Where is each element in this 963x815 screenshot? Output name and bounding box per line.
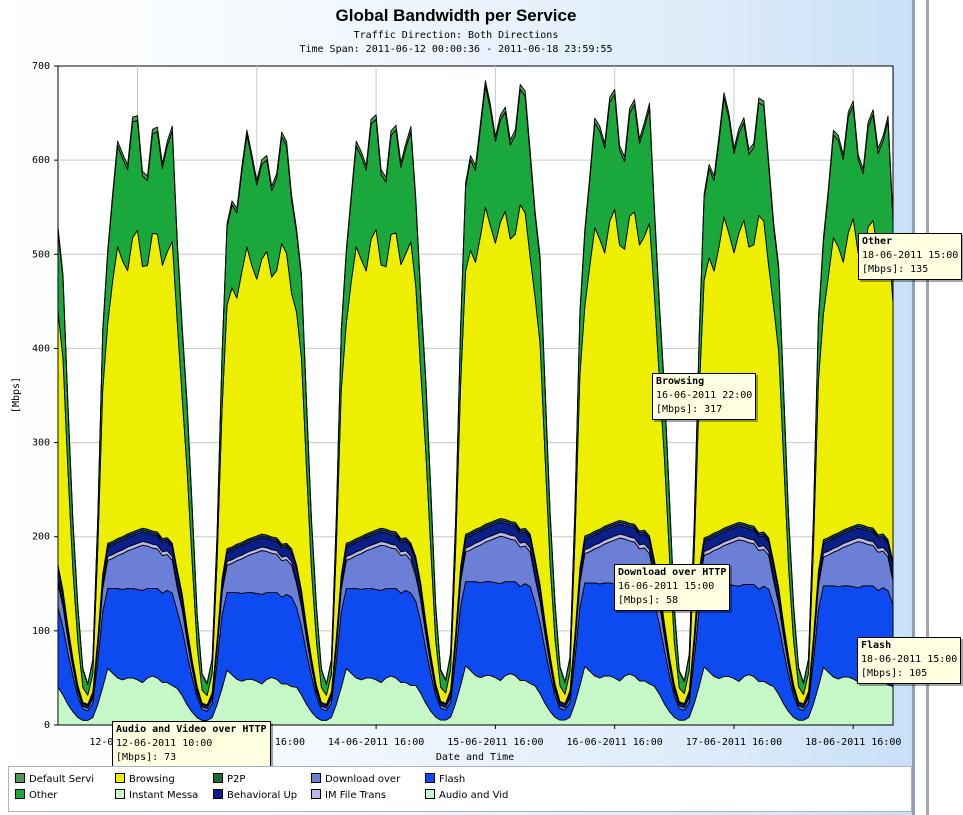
- legend-label: IM File Trans: [325, 790, 387, 801]
- legend-item: Browsing: [115, 773, 209, 787]
- legend-swatch: [311, 789, 321, 799]
- legend-item: Default Servi: [15, 773, 111, 787]
- y-tick-label: 0: [44, 720, 50, 731]
- tooltip-date: 18-06-2011 15:00: [861, 654, 958, 665]
- tooltip-date: 18-06-2011 15:00: [862, 250, 959, 261]
- legend-label: Other: [29, 790, 58, 801]
- x-tick-label: 15-06-2011 16:00: [447, 737, 543, 748]
- tooltip-title: Flash: [861, 640, 892, 651]
- tooltip-date: 16-06-2011 22:00: [656, 390, 753, 401]
- chart-subtitle-timespan: Time Span: 2011-06-12 00:00:36 - 2011-06…: [299, 44, 612, 55]
- x-tick-label: 18-06-2011 16:00: [805, 737, 901, 748]
- legend-item: Behavioral Up: [213, 789, 307, 803]
- y-axis: 0 100 200 300 400 500 600 700: [32, 61, 58, 731]
- legend-label: Browsing: [129, 774, 175, 785]
- legend-swatch: [311, 773, 321, 783]
- tooltip-date: 16-06-2011 15:00: [618, 581, 715, 592]
- y-tick-label: 500: [32, 249, 50, 260]
- legend-label: P2P: [227, 774, 246, 785]
- tooltip-title: Download over HTTP: [618, 567, 727, 578]
- tooltip-flash: Flash 18-06-2011 15:00 [Mbps]: 105: [857, 637, 962, 684]
- legend: Default Servi Browsing P2P Download over Fla…: [8, 766, 912, 812]
- tooltip-value: [Mbps]: 105: [861, 668, 928, 679]
- legend-label: Flash: [439, 774, 466, 785]
- legend-item: Other: [15, 789, 111, 803]
- tooltip-value: [Mbps]: 135: [862, 264, 929, 275]
- legend-swatch: [425, 789, 435, 799]
- legend-item: Audio and Vid: [425, 789, 525, 803]
- tooltip-title: Audio and Video over HTTP: [116, 724, 267, 735]
- tooltip-value: [Mbps]: 317: [656, 404, 723, 415]
- tooltip-audio-video: Audio and Video over HTTP 12-06-2011 10:…: [112, 721, 271, 768]
- legend-item: Instant Messa: [115, 789, 209, 803]
- legend-swatch: [15, 773, 25, 783]
- legend-swatch: [115, 789, 125, 799]
- tooltip-browsing: Browsing 16-06-2011 22:00 [Mbps]: 317: [652, 373, 757, 420]
- chart-title: Global Bandwidth per Service: [336, 6, 577, 25]
- y-tick-label: 200: [32, 532, 50, 543]
- x-tick-label: 17-06-2011 16:00: [686, 737, 782, 748]
- tooltip-other: Other 18-06-2011 15:00 [Mbps]: 135: [858, 233, 963, 280]
- series-area-default-servi: [57, 80, 894, 686]
- legend-label: Default Servi: [29, 774, 95, 785]
- x-tick-label: 16-06-2011 16:00: [567, 737, 663, 748]
- legend-item: IM File Trans: [311, 789, 421, 803]
- x-axis-label: Date and Time: [436, 752, 514, 763]
- y-tick-label: 100: [32, 626, 50, 637]
- legend-swatch: [115, 773, 125, 783]
- chart: Global Bandwidth per Service Traffic Dir…: [11, 6, 901, 763]
- legend-item: Download over: [311, 773, 421, 787]
- legend-swatch: [213, 773, 223, 783]
- tooltip-title: Browsing: [656, 376, 705, 387]
- legend-swatch: [425, 773, 435, 783]
- legend-swatch: [15, 789, 25, 799]
- x-tick-label: 14-06-2011 16:00: [328, 737, 424, 748]
- tooltip-title: Other: [862, 236, 893, 247]
- legend-label: Download over: [325, 774, 401, 785]
- legend-item: Flash: [425, 773, 525, 787]
- tooltip-value: [Mbps]: 73: [116, 752, 177, 763]
- y-tick-label: 700: [32, 61, 50, 72]
- legend-swatch: [213, 789, 223, 799]
- chart-subtitle-direction: Traffic Direction: Both Directions: [354, 30, 559, 41]
- legend-label: Instant Messa: [129, 790, 199, 801]
- y-tick-label: 600: [32, 155, 50, 166]
- window-right-border: [912, 0, 963, 815]
- legend-item: P2P: [213, 773, 307, 787]
- y-tick-label: 300: [32, 438, 50, 449]
- y-axis-label: [Mbps]: [11, 377, 22, 413]
- tooltip-download-over-http: Download over HTTP 16-06-2011 15:00 [Mbp…: [614, 564, 731, 611]
- y-tick-label: 400: [32, 343, 50, 354]
- legend-label: Audio and Vid: [439, 790, 509, 801]
- tooltip-date: 12-06-2011 10:00: [116, 738, 213, 749]
- tooltip-value: [Mbps]: 58: [618, 595, 679, 606]
- series-areas: [57, 80, 894, 726]
- legend-label: Behavioral Up: [227, 790, 298, 801]
